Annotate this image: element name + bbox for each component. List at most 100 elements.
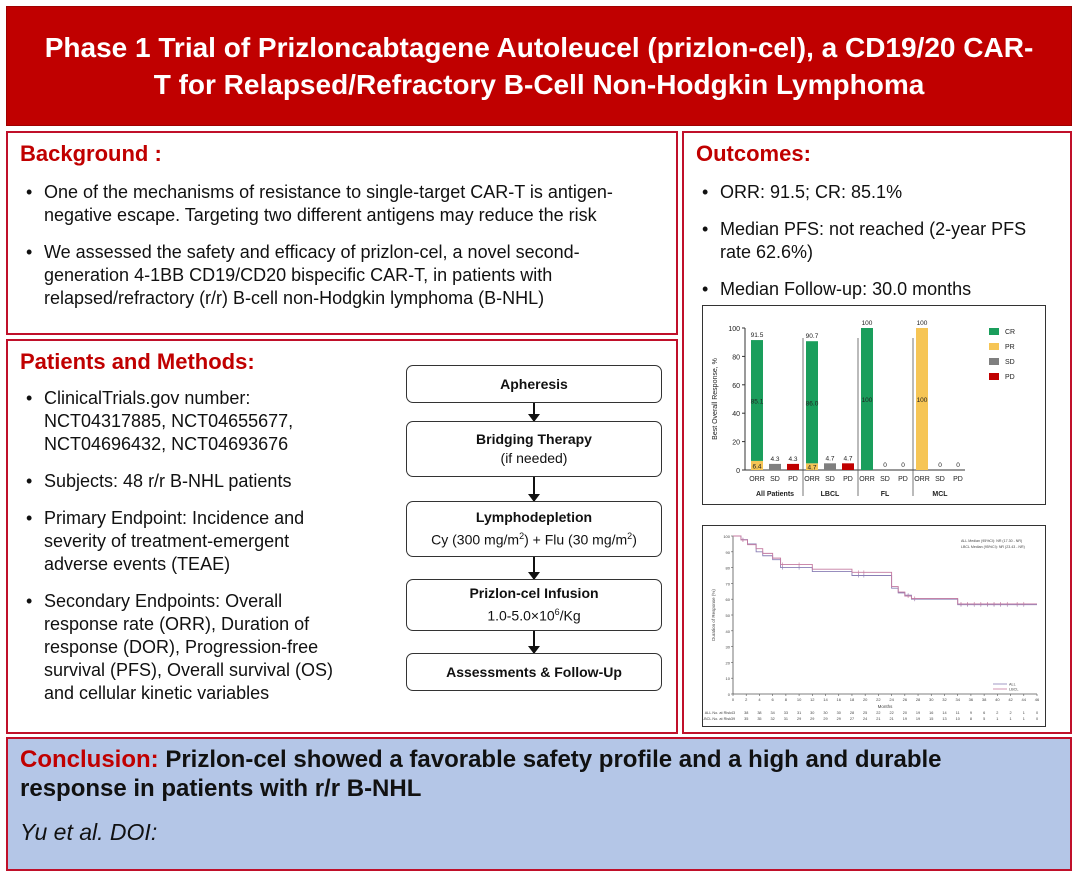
flow-step-subtitle: 1.0-5.0×106/Kg <box>487 607 581 624</box>
x-axis-label: Months <box>878 704 894 709</box>
y-tick-label: 40 <box>726 629 731 634</box>
x-tick-label: 26 <box>903 697 908 702</box>
outcomes-heading: Outcomes: <box>696 141 811 166</box>
methods-list: ClinicalTrials.gov number: NCT04317885, … <box>22 387 352 705</box>
risk-value: 27 <box>850 717 854 721</box>
response-bar-chart: 0 20 40 60 80 100 Best Overall Response, % 6.4 8… <box>702 305 1046 505</box>
bar-total-label: 100 <box>862 320 873 327</box>
risk-value: 32 <box>771 717 775 721</box>
segment-value-label: 100 <box>862 397 873 404</box>
risk-value: 31 <box>797 711 801 715</box>
bar-segment-pr <box>751 460 763 470</box>
flow-arrow <box>528 631 540 654</box>
segment-value-label: 100 <box>917 397 928 404</box>
flow-arrow <box>528 477 540 502</box>
flow-step-infusion: Prizlon-cel Infusion 1.0-5.0×106/Kg <box>406 579 662 631</box>
x-tick-label: 2 <box>745 697 748 702</box>
x-tick-label: 12 <box>810 697 815 702</box>
y-tick-label: 80 <box>732 354 740 361</box>
x-tick-label: ORR <box>749 476 765 483</box>
bar-total-label: 4.7 <box>825 455 834 462</box>
bar-total-label: 91.5 <box>751 332 764 339</box>
risk-value: 8 <box>970 717 972 721</box>
outcomes-bullet: Median PFS: not reached (2-year PFS rate… <box>698 218 1060 264</box>
x-tick-label: 22 <box>876 697 881 702</box>
x-tick-label: 14 <box>823 697 828 702</box>
bar-total-label: 0 <box>938 462 942 469</box>
legend-swatch-cr <box>989 328 999 335</box>
x-tick-label: ORR <box>914 476 930 483</box>
x-tick-label: 30 <box>929 697 934 702</box>
conclusion-label: Conclusion: <box>20 746 159 773</box>
risk-value: 24 <box>863 717 867 721</box>
risk-value: 25 <box>863 711 867 715</box>
y-tick-label: 80 <box>726 566 731 571</box>
methods-bullet: Subjects: 48 r/r B-NHL patients <box>22 470 352 493</box>
background-heading: Background : <box>20 141 162 166</box>
risk-value: 14 <box>942 711 946 715</box>
median-annotation: LBCL Median (95%CI): NR (23.43 - NR) <box>961 545 1025 549</box>
x-tick-label: 8 <box>785 697 788 702</box>
y-tick-label: 10 <box>726 676 731 681</box>
risk-value: 35 <box>744 717 748 721</box>
risk-value: 5 <box>983 717 985 721</box>
legend-swatch-sd <box>989 358 999 365</box>
risk-value: 10 <box>956 717 960 721</box>
y-axis-label: Duration of Response (%) <box>711 589 716 641</box>
flow-step-apheresis: Apheresis <box>406 365 662 403</box>
risk-value: 2 <box>996 711 998 715</box>
y-tick-label: 30 <box>726 645 731 650</box>
legend-swatch-pd <box>989 373 999 380</box>
bar-total-label: 90.7 <box>806 333 819 340</box>
bar-segment-pd <box>842 463 854 470</box>
x-tick-label: 24 <box>889 697 894 702</box>
flow-step-assessments: Assessments & Follow-Up <box>406 653 662 691</box>
risk-value: 21 <box>889 717 893 721</box>
group-label: MCL <box>932 491 948 498</box>
background-section: Background : One of the mechanisms of re… <box>6 131 678 335</box>
x-tick-label: 4 <box>758 697 761 702</box>
risk-value: 19 <box>916 711 920 715</box>
legend-label: ALL <box>1009 683 1016 687</box>
y-tick-label: 0 <box>728 692 731 697</box>
y-tick-label: 70 <box>726 581 731 586</box>
x-tick-label: SD <box>935 476 945 483</box>
km-curve-chart: 0 10 20 30 40 50 60 70 80 90 100 0 2 4 6 8 10 12 14 16 18 20 2… <box>702 525 1046 727</box>
segment-value-label: 4.7 <box>807 465 816 472</box>
bar-total-label: 4.7 <box>843 455 852 462</box>
x-tick-label: PD <box>953 476 963 483</box>
legend-label: SD <box>1005 359 1015 366</box>
y-tick-label: 0 <box>736 468 740 475</box>
bar-total-label: 0 <box>901 462 905 469</box>
median-annotation: ALL Median (95%CI): NR (17.30 - NR) <box>961 539 1022 543</box>
risk-value: 31 <box>784 717 788 721</box>
outcomes-section: Outcomes: ORR: 91.5; CR: 85.1% Median PF… <box>682 131 1072 734</box>
x-tick-label: 34 <box>955 697 960 702</box>
background-list: One of the mechanisms of resistance to s… <box>22 181 662 310</box>
x-tick-label: PD <box>788 476 798 483</box>
background-bullet: One of the mechanisms of resistance to s… <box>22 181 662 227</box>
bar-segment-sd <box>769 463 781 470</box>
risk-value: 0 <box>1036 717 1038 721</box>
x-tick-label: PD <box>843 476 853 483</box>
y-tick-label: 40 <box>732 411 740 418</box>
bar-segment-cr <box>751 340 763 461</box>
flow-step-title: Bridging Therapy <box>476 431 592 447</box>
background-bullet: We assessed the safety and efficacy of p… <box>22 241 662 310</box>
x-tick-label: 42 <box>1008 697 1013 702</box>
x-tick-label: 40 <box>995 697 1000 702</box>
risk-value: 29 <box>837 717 841 721</box>
conclusion-text: Prizlon-cel showed a favorable safety pr… <box>20 746 942 802</box>
flow-step-bridging: Bridging Therapy (if needed) <box>406 421 662 477</box>
group-label: LBCL <box>821 491 840 498</box>
segment-value-label: 85.1 <box>751 398 764 405</box>
flow-step-title: Lymphodepletion <box>475 509 593 526</box>
risk-value: 21 <box>876 717 880 721</box>
risk-value: 19 <box>903 717 907 721</box>
flow-step-subtitle: Cy (300 mg/m2) + Flu (30 mg/m2) <box>431 531 637 548</box>
segment-value-label: 6.4 <box>752 463 761 470</box>
x-tick-label: 36 <box>969 697 974 702</box>
legend-label: PD <box>1005 374 1015 381</box>
risk-value: 11 <box>956 711 960 715</box>
outcomes-list: ORR: 91.5; CR: 85.1% Median PFS: not rea… <box>698 181 1060 301</box>
